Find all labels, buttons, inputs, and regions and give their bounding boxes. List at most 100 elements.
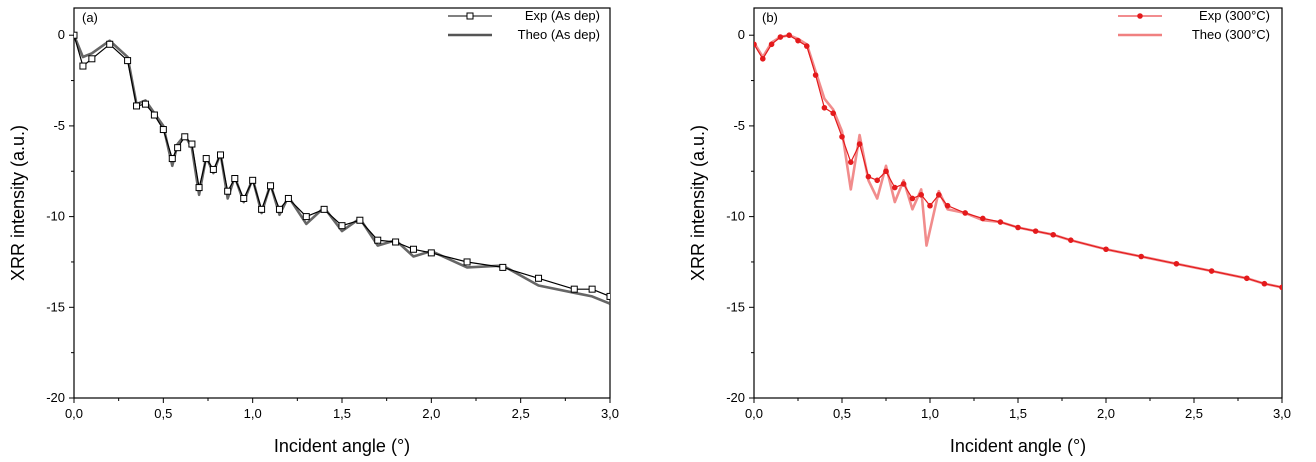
data-point: [302, 213, 310, 221]
x-tick-label: 2,0: [422, 406, 440, 421]
y-tick-label: -10: [46, 209, 65, 224]
data-point: [821, 104, 828, 111]
x-tick-label: 2,5: [1185, 406, 1203, 421]
y-tick-label: 0: [738, 27, 745, 42]
data-point: [997, 219, 1004, 225]
data-point: [463, 258, 471, 266]
legend-label: Theo (As dep): [518, 27, 600, 42]
data-point: [918, 192, 924, 198]
data-point: [883, 168, 889, 175]
legend: Exp (As dep) Theo (As dep): [448, 8, 600, 42]
data-point: [754, 41, 757, 48]
data-point: [1138, 253, 1144, 260]
x-tick-label: 1,5: [1009, 406, 1027, 421]
series-1: [754, 33, 1282, 289]
x-tick-label: 0,0: [65, 406, 83, 421]
data-point: [1032, 228, 1039, 234]
data-point: [570, 285, 578, 293]
data-point: [927, 202, 933, 209]
data-point: [909, 195, 916, 202]
data-point: [535, 274, 543, 282]
y-tick-label: -5: [733, 118, 745, 133]
data-point: [1244, 275, 1250, 282]
y-tick-label: -20: [46, 390, 65, 405]
data-point: [356, 216, 364, 224]
series-0: [74, 31, 610, 300]
data-point: [768, 41, 775, 48]
series-line: [754, 34, 1282, 288]
data-point: [267, 182, 275, 190]
data-point: [150, 111, 158, 119]
plot-frame: [73, 7, 611, 399]
data-point: [195, 184, 203, 192]
y-tick-label: -15: [46, 299, 65, 314]
y-tick-label: -5: [53, 118, 65, 133]
series-0: [754, 32, 1282, 291]
data-point: [79, 62, 87, 70]
data-point: [874, 177, 880, 184]
legend-label: Exp (As dep): [525, 8, 600, 23]
data-point: [168, 155, 176, 163]
y-tick-label: -15: [726, 299, 745, 314]
x-tick-label: 1,0: [244, 406, 262, 421]
data-point: [88, 55, 96, 63]
data-point: [374, 236, 382, 244]
data-point: [499, 263, 507, 271]
data-point: [777, 34, 784, 40]
chart-panel-b: 0,0 0,5 1,0 1,5 2,0 2,5 3,0 0 -5 -10 -15 -20 Inciden…: [688, 7, 1291, 456]
data-point: [606, 292, 610, 300]
data-point: [1068, 237, 1074, 243]
data-point: [240, 194, 248, 202]
data-point: [847, 159, 854, 165]
x-tick-label: 1,0: [921, 406, 939, 421]
x-tick-label: 2,5: [512, 406, 530, 421]
series-line: [754, 33, 1282, 289]
data-point: [856, 141, 863, 147]
data-point: [588, 285, 596, 293]
data-point: [1015, 224, 1021, 231]
data-point: [409, 245, 417, 253]
data-point: [1261, 280, 1268, 287]
data-point: [320, 205, 328, 213]
y-axis-title: XRR intensity (a.u.): [688, 125, 708, 281]
y-tick-label: -10: [726, 209, 745, 224]
data-point: [202, 155, 210, 163]
data-point: [830, 110, 836, 117]
x-axis-title: Incident angle (°): [950, 436, 1086, 456]
x-tick-label: 0,0: [745, 406, 763, 421]
x-tick-label: 1,5: [333, 406, 351, 421]
data-point: [159, 126, 167, 134]
data-point: [803, 43, 810, 49]
data-point: [962, 210, 968, 216]
x-tick-label: 3,0: [601, 406, 619, 421]
plot-frame: [753, 7, 1283, 399]
data-point: [1208, 268, 1215, 274]
data-point: [124, 57, 132, 65]
data-point: [181, 133, 189, 141]
data-point: [1103, 246, 1109, 253]
data-point: [1173, 260, 1180, 267]
data-point: [891, 184, 898, 191]
x-tick-label: 2,0: [1097, 406, 1115, 421]
data-point: [231, 175, 239, 183]
data-point: [284, 194, 292, 202]
series-line: [74, 34, 610, 305]
data-point: [141, 100, 149, 108]
panel-label: (b): [762, 10, 778, 25]
data-point: [224, 187, 232, 195]
data-point: [258, 205, 266, 213]
data-point: [174, 144, 182, 152]
data-point: [839, 133, 845, 140]
data-point: [249, 176, 257, 184]
legend-marker: [1137, 13, 1143, 19]
data-point: [338, 222, 346, 230]
data-point: [979, 215, 986, 222]
legend-marker: [466, 12, 474, 20]
data-point: [900, 181, 907, 187]
y-tick-label: 0: [58, 27, 65, 42]
x-tick-label: 0,5: [833, 406, 851, 421]
data-point: [795, 37, 801, 44]
data-point: [935, 192, 942, 198]
